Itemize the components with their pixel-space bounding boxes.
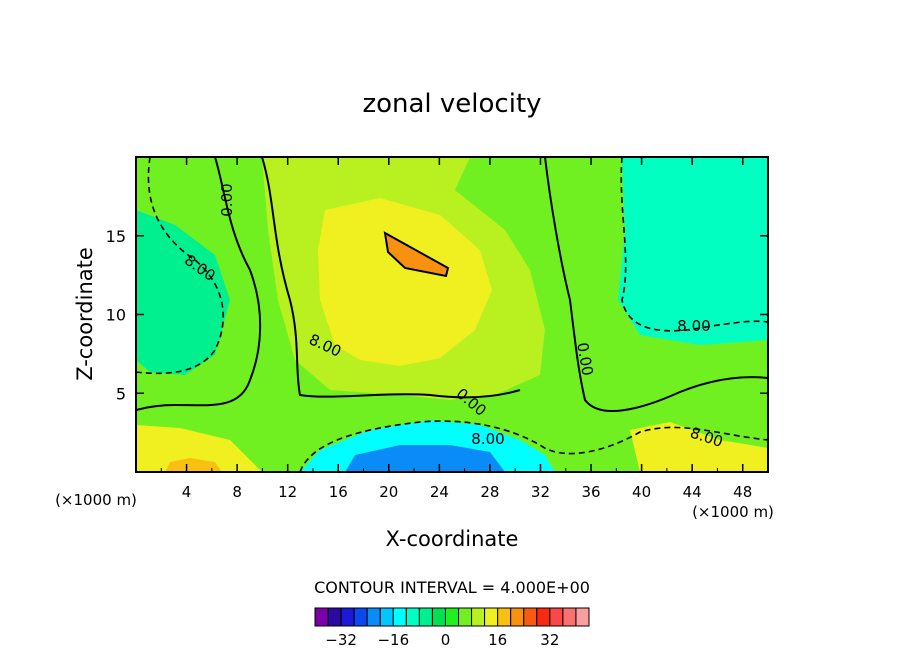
region-lower-left bbox=[136, 425, 262, 472]
colorbar-cell bbox=[353, 607, 368, 627]
region-upper-right bbox=[618, 157, 768, 345]
x-tick-label: 36 bbox=[581, 483, 600, 501]
x-tick-label: 32 bbox=[531, 483, 550, 501]
colorbar-cell bbox=[392, 607, 407, 627]
contour-line-core bbox=[383, 231, 450, 278]
contour-field bbox=[136, 157, 768, 472]
colorbar-cell bbox=[379, 607, 394, 627]
colorbar-tick-label: −32 bbox=[325, 631, 357, 649]
colorbar-cell bbox=[484, 607, 499, 627]
colorbar bbox=[314, 607, 590, 627]
colorbar-cell bbox=[444, 607, 460, 627]
colorbar-tick-label: 16 bbox=[488, 631, 507, 649]
x-tick-label: 28 bbox=[480, 483, 499, 501]
colorbar-cell bbox=[327, 607, 342, 627]
colorbar-cell bbox=[418, 607, 433, 627]
region-lower-left-max bbox=[165, 458, 222, 472]
contour-label: 0.00 bbox=[218, 183, 236, 216]
x-axis-label: X-coordinate bbox=[386, 527, 519, 551]
contour-line-minus8-bottom bbox=[299, 420, 768, 472]
y-axis: 5 10 15 bbox=[106, 227, 768, 403]
contour-lines bbox=[136, 157, 768, 472]
colorbar-cell bbox=[366, 607, 381, 627]
contour-label: 8.00 bbox=[471, 430, 504, 448]
contour-line-minus8-right bbox=[620, 157, 768, 332]
colorbar-cell bbox=[458, 607, 473, 627]
region-core-max bbox=[385, 233, 448, 276]
chart-title: zonal velocity bbox=[362, 89, 541, 119]
colorbar-cell bbox=[562, 607, 577, 627]
x-unit-right: (×1000 m) bbox=[692, 503, 774, 521]
x-tick-label: 12 bbox=[278, 483, 297, 501]
contour-label: 0.00 bbox=[573, 341, 597, 377]
x-tick-label: 4 bbox=[182, 483, 192, 501]
colorbar-cell bbox=[549, 607, 564, 627]
colorbar-cell bbox=[536, 607, 551, 627]
colorbar-tick-label: 0 bbox=[441, 631, 451, 649]
colorbar-cell bbox=[471, 607, 486, 627]
x-axis: 4 8 12 16 20 24 28 32 36 40 44 48 bbox=[160, 157, 752, 501]
region-upper-left bbox=[136, 210, 230, 375]
contour-line-minus8-left bbox=[136, 157, 224, 375]
colorbar-ticks: −32 −16 0 16 32 bbox=[325, 631, 559, 649]
x-tick-label: 16 bbox=[329, 483, 348, 501]
x-tick-label: 48 bbox=[733, 483, 752, 501]
x-tick-label: 20 bbox=[379, 483, 398, 501]
colorbar-cell bbox=[575, 607, 590, 627]
x-unit-left: (×1000 m) bbox=[55, 491, 137, 509]
region-central-core bbox=[318, 198, 492, 366]
colorbar-cell bbox=[405, 607, 420, 627]
contour-line-zero-left bbox=[136, 157, 262, 411]
x-tick-label: 44 bbox=[683, 483, 702, 501]
y-tick-label: 15 bbox=[106, 227, 126, 246]
x-tick-label: 40 bbox=[632, 483, 651, 501]
colorbar-cell bbox=[523, 607, 538, 627]
colorbar-tick-label: −16 bbox=[377, 631, 409, 649]
colorbar-cell bbox=[497, 607, 512, 627]
contour-line-zero-right bbox=[544, 157, 768, 412]
region-lower-right bbox=[630, 422, 768, 472]
colorbar-cell bbox=[314, 607, 329, 627]
y-axis-label: Z-coordinate bbox=[73, 247, 97, 381]
contour-label: 8.00 bbox=[677, 317, 710, 335]
x-tick-label: 24 bbox=[430, 483, 449, 501]
colorbar-cell bbox=[510, 607, 525, 627]
region-near-surface-min bbox=[345, 445, 505, 472]
colorbar-cell bbox=[431, 607, 446, 627]
contour-line-zero-center bbox=[261, 157, 521, 399]
colorbar-tick-label: 32 bbox=[540, 631, 559, 649]
colorbar-cell bbox=[340, 607, 355, 627]
y-tick-label: 10 bbox=[106, 306, 126, 325]
y-tick-label: 5 bbox=[116, 384, 126, 403]
x-tick-label: 8 bbox=[232, 483, 242, 501]
contour-interval: CONTOUR INTERVAL = 4.000E+00 bbox=[314, 578, 590, 597]
